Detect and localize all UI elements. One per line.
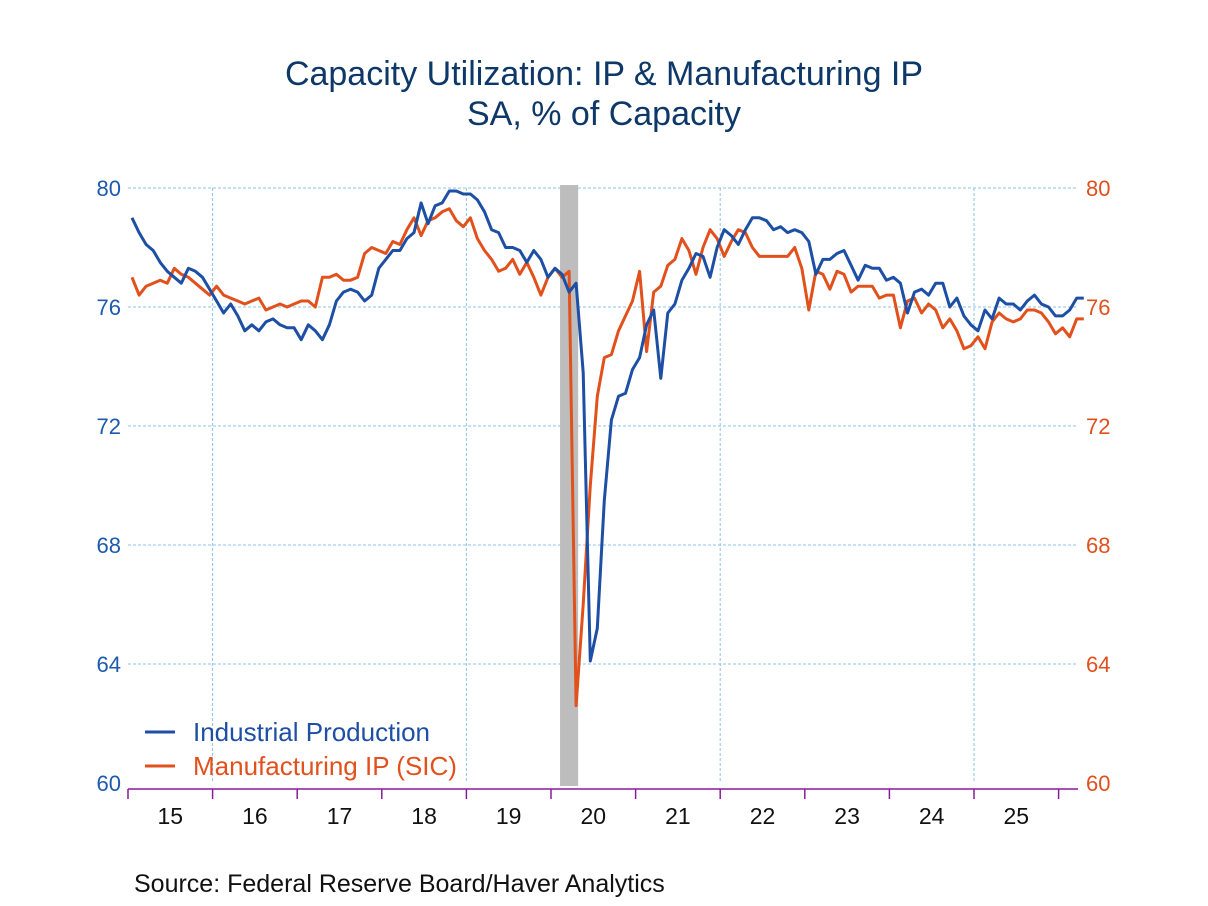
y-tick-label-right: 72 xyxy=(1086,414,1110,439)
y-tick-label-right: 64 xyxy=(1086,652,1110,677)
series-line-manufacturing-ip xyxy=(130,207,1084,708)
x-tick-label: 20 xyxy=(581,803,607,829)
chart-subtitle: SA, % of Capacity xyxy=(466,95,741,133)
series-lines xyxy=(130,189,1084,708)
y-tick-label-right: 60 xyxy=(1086,771,1110,796)
x-tick-label: 23 xyxy=(834,803,860,829)
y-tick-label-right: 68 xyxy=(1086,533,1110,558)
x-tick-label: 16 xyxy=(242,803,268,829)
y-tick-label-left: 64 xyxy=(97,652,121,677)
x-tick-label: 19 xyxy=(496,803,522,829)
x-tick-label: 24 xyxy=(919,803,945,829)
legend: Industrial Production Manufacturing IP (… xyxy=(145,717,457,781)
chart-title: Capacity Utilization: IP & Manufacturing… xyxy=(284,55,924,93)
series-line-industrial-production xyxy=(130,189,1084,663)
y-tick-label-right: 80 xyxy=(1086,176,1110,201)
y-tick-label-right: 76 xyxy=(1086,295,1110,320)
x-tick-label: 18 xyxy=(411,803,437,829)
x-tick-label: 15 xyxy=(158,803,184,829)
y-tick-label-left: 68 xyxy=(97,533,121,558)
x-tick-label: 17 xyxy=(327,803,353,829)
legend-label-manufacturing-ip: Manufacturing IP (SIC) xyxy=(193,751,457,781)
y-tick-label-left: 76 xyxy=(97,295,121,320)
x-tick-label: 25 xyxy=(1004,803,1030,829)
y-tick-label-left: 60 xyxy=(97,771,121,796)
x-tick-label: 22 xyxy=(750,803,776,829)
axes: 80 80 76 76 72 72 68 68 64 64 60 60 15 16 17 18 19 20 21 22… xyxy=(97,176,1111,829)
grid-lines xyxy=(128,187,1078,783)
source-note: Source: Federal Reserve Board/Haver Anal… xyxy=(134,870,665,898)
y-tick-label-left: 80 xyxy=(97,176,121,201)
legend-label-industrial-production: Industrial Production xyxy=(193,717,430,747)
y-tick-label-left: 72 xyxy=(97,414,121,439)
x-tick-label: 21 xyxy=(665,803,691,829)
